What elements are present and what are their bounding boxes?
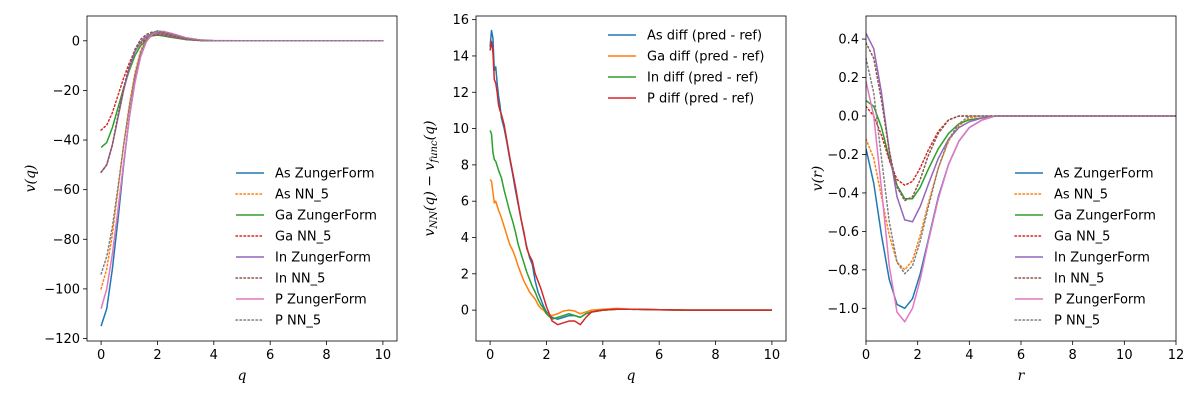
plot-area — [866, 32, 1176, 323]
legend-label-in-nn-5: In NN_5 — [275, 272, 325, 287]
panel-difference-q: 0 2 4 6 8 10 0 2 4 6 8 10 12 14 16 q vNN(q) − vfunc(q) As… — [422, 13, 787, 384]
y-tick-label: 14 — [452, 49, 469, 64]
series-line-in-diff-pred-ref — [489, 130, 772, 320]
y-axis-label-part: NN — [429, 210, 440, 230]
y-axis-label-part: (q) − v — [422, 163, 438, 212]
plot-area — [100, 30, 384, 327]
series-line-p-nn-5 — [866, 57, 1176, 275]
y-tick-label: 2 — [461, 267, 469, 282]
x-tick-label: 0 — [486, 348, 494, 363]
y-axis-label-part: (q) — [422, 121, 438, 141]
legend-label-ga-zungerform: Ga ZungerForm — [1054, 209, 1156, 224]
y-axis-label-part: v — [422, 228, 438, 236]
series-line-ga-diff-pred-ref — [489, 178, 772, 317]
legend-label-in-zungerform: In ZungerForm — [1054, 251, 1150, 266]
legend-label-as-zungerform: As ZungerForm — [275, 167, 375, 182]
legend-label-p-nn-5: P NN_5 — [1054, 314, 1100, 329]
series-line-p-zungerform — [866, 81, 1176, 323]
axes-frame — [475, 15, 787, 342]
y-tick-label: 12 — [452, 86, 469, 101]
y-tick-label: −0.6 — [827, 225, 859, 240]
x-tick-label: 4 — [210, 348, 218, 363]
legend-label-in-zungerform: In ZungerForm — [275, 251, 371, 266]
y-tick-label: 0.2 — [838, 71, 859, 86]
y-tick-label: 0.4 — [838, 33, 859, 48]
x-tick-label: 10 — [1116, 348, 1133, 363]
x-axis-label: q — [627, 368, 636, 384]
x-tick-label: 2 — [542, 348, 550, 363]
y-tick-label: −0.8 — [827, 263, 859, 278]
x-tick-label: 6 — [266, 348, 274, 363]
legend-label-ga-diff-pred-ref: Ga diff (pred - ref) — [647, 50, 764, 65]
axes-frame — [86, 15, 398, 342]
legend-label-p-zungerform: P ZungerForm — [275, 293, 367, 308]
y-tick-label: −120 — [44, 332, 80, 347]
x-tick-label: 6 — [655, 348, 663, 363]
x-tick-label: 4 — [599, 348, 607, 363]
series-line-p-nn-5 — [100, 30, 384, 275]
legend-label-as-nn-5: As NN_5 — [1054, 188, 1108, 203]
legend-label-ga-zungerform: Ga ZungerForm — [275, 209, 377, 224]
y-tick-label: −0.2 — [827, 148, 859, 163]
y-tick-label: 8 — [461, 158, 469, 173]
legend-label-p-diff-pred-ref: P diff (pred - ref) — [647, 92, 754, 107]
plot-area — [489, 29, 772, 326]
legend-label-as-nn-5: As NN_5 — [275, 188, 329, 203]
y-tick-label: 16 — [452, 13, 469, 28]
x-tick-label: 0 — [97, 348, 105, 363]
y-tick-label: 0 — [461, 304, 469, 319]
x-tick-label: 2 — [153, 348, 161, 363]
series-line-as-nn-5 — [866, 115, 1176, 271]
x-tick-label: 0 — [862, 348, 870, 363]
legend-label-in-diff-pred-ref: In diff (pred - ref) — [647, 71, 758, 86]
y-tick-label: −60 — [53, 183, 80, 198]
y-tick-label: 4 — [461, 231, 469, 246]
x-tick-label: 4 — [965, 348, 973, 363]
y-axis-label: v(q) — [23, 165, 39, 193]
legend-label-ga-nn-5: Ga NN_5 — [1054, 230, 1110, 245]
series-line-in-zungerform — [100, 32, 383, 173]
y-tick-label: 6 — [461, 195, 469, 210]
legend: As ZungerForm As NN_5 Ga ZungerForm Ga NN_5… — [235, 167, 377, 329]
legend-label-as-diff-pred-ref: As diff (pred - ref) — [647, 29, 762, 44]
y-tick-label: −20 — [53, 84, 80, 99]
series-line-in-nn-5 — [100, 31, 384, 174]
legend: As ZungerForm As NN_5 Ga ZungerForm Ga NN_5… — [1014, 167, 1156, 329]
x-tick-label: 2 — [914, 348, 922, 363]
x-tick-label: 8 — [1069, 348, 1077, 363]
y-tick-label: −1.0 — [827, 302, 859, 317]
y-tick-label: 10 — [452, 122, 469, 137]
y-tick-label: −100 — [44, 282, 80, 297]
y-tick-label: 0.0 — [838, 110, 859, 125]
y-axis-label-part: func — [429, 140, 440, 164]
y-tick-label: 0 — [72, 34, 80, 49]
x-axis-label: q — [238, 368, 247, 384]
panel-potential-q: 0 2 4 6 8 10 −120 −100 −80 −60 −40 −20 0 q v(q) As Zung… — [23, 15, 398, 384]
y-tick-label: −40 — [53, 134, 80, 149]
x-axis-label: r — [1018, 368, 1026, 384]
series-line-p-diff-pred-ref — [489, 40, 772, 326]
y-axis-label: v(r) — [810, 166, 826, 192]
legend-label-p-nn-5: P NN_5 — [275, 314, 321, 329]
panel-potential-r: 0 2 4 6 8 10 12 −1.0 −0.8 −0.6 −0.4 −0.2 0.0 0.2 0.4 r v… — [810, 15, 1185, 384]
x-tick-label: 8 — [322, 348, 330, 363]
legend-label-in-nn-5: In NN_5 — [1054, 272, 1104, 287]
y-tick-label: −80 — [53, 233, 80, 248]
legend-label-ga-nn-5: Ga NN_5 — [275, 230, 331, 245]
x-tick-label: 10 — [764, 348, 781, 363]
y-axis-label: vNN(q) − vfunc(q) — [422, 121, 440, 237]
y-tick-label: −0.4 — [827, 186, 859, 201]
x-tick-label: 8 — [711, 348, 719, 363]
legend-label-p-zungerform: P ZungerForm — [1054, 293, 1146, 308]
x-tick-label: 10 — [375, 348, 392, 363]
x-tick-label: 6 — [1017, 348, 1025, 363]
x-tick-label: 12 — [1168, 348, 1185, 363]
legend: As diff (pred - ref) Ga diff (pred - ref)… — [608, 29, 764, 107]
series-line-ga-zungerform — [100, 34, 383, 149]
legend-label-as-zungerform: As ZungerForm — [1054, 167, 1154, 182]
